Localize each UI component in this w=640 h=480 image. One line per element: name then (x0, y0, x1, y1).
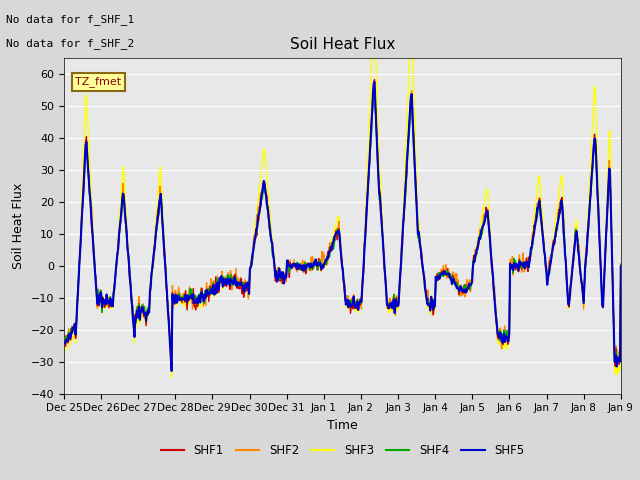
Text: TZ_fmet: TZ_fmet (75, 76, 121, 87)
X-axis label: Time: Time (327, 419, 358, 432)
Text: No data for f_SHF_2: No data for f_SHF_2 (6, 38, 134, 49)
Y-axis label: Soil Heat Flux: Soil Heat Flux (12, 182, 25, 269)
Legend: SHF1, SHF2, SHF3, SHF4, SHF5: SHF1, SHF2, SHF3, SHF4, SHF5 (156, 439, 529, 462)
Text: No data for f_SHF_1: No data for f_SHF_1 (6, 14, 134, 25)
Title: Soil Heat Flux: Soil Heat Flux (290, 37, 395, 52)
